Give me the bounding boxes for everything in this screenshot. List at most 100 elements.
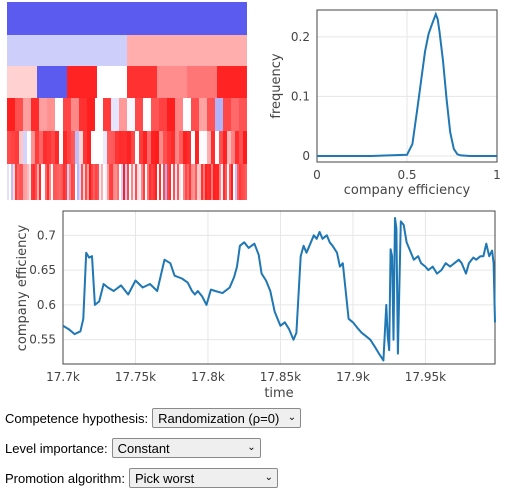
- heatmap-cell: [207, 164, 210, 200]
- competence-hypothesis-select[interactable]: Randomization (ρ=0) ⌄: [152, 408, 302, 428]
- frequency-y-axis-label: frequency: [269, 53, 284, 119]
- heatmap-cell: [203, 164, 206, 200]
- heatmap-cell: [143, 98, 152, 131]
- heatmap-cell: [55, 164, 58, 200]
- heatmap-cell: [67, 164, 70, 200]
- heatmap-cell: [151, 98, 160, 131]
- heatmap-cell: [171, 164, 174, 200]
- heatmap-cell: [75, 164, 78, 200]
- heatmap-cell: [121, 164, 124, 200]
- heatmap-cell: [35, 164, 38, 200]
- heatmap-cell: [43, 164, 46, 200]
- heatmap-cell: [85, 164, 88, 200]
- heatmap-cell: [23, 164, 26, 200]
- heatmap-cell: [27, 131, 32, 164]
- heatmap-cell: [39, 131, 44, 164]
- heatmap-cell: [63, 98, 72, 131]
- heatmap-cell: [89, 164, 92, 200]
- heatmap-cell: [23, 131, 28, 164]
- heatmap-cell: [99, 164, 102, 200]
- heatmap-cell: [103, 98, 112, 131]
- heatmap-cell: [183, 131, 188, 164]
- heatmap-cell: [143, 131, 148, 164]
- time-gridlines: [62, 211, 495, 364]
- heatmap-cell: [107, 131, 112, 164]
- heatmap-cell: [87, 98, 96, 131]
- heatmap-cell: [81, 164, 84, 200]
- heatmap-cell: [51, 164, 54, 200]
- frequency-gridlines: [316, 10, 498, 162]
- heatmap-cell: [107, 164, 110, 200]
- heatmap-cell: [227, 131, 232, 164]
- controls-panel: Competence hypothesis: Randomization (ρ=…: [5, 408, 505, 498]
- level-importance-select[interactable]: Constant ⌄: [111, 438, 261, 458]
- heatmap-cell: [159, 164, 162, 200]
- heatmap-cell: [83, 131, 88, 164]
- time-y-axis-label: company efficiency: [15, 224, 30, 351]
- heatmap-cell: [127, 98, 136, 131]
- heatmap-cell: [111, 98, 120, 131]
- promotion-algorithm-select[interactable]: Pick worst ⌄: [128, 468, 278, 488]
- heatmap-cell: [135, 164, 138, 200]
- heatmap-cell: [15, 98, 24, 131]
- time-x-tick-label: 17.85k: [260, 370, 301, 384]
- heatmap-cell: [9, 164, 12, 200]
- heatmap-cell: [111, 164, 114, 200]
- heatmap-cell: [179, 164, 182, 200]
- heatmap-cell: [203, 131, 208, 164]
- time-plot-frame: [62, 210, 496, 365]
- heatmap-cell: [59, 164, 62, 200]
- heatmap-cell: [191, 131, 196, 164]
- promotion-label: Promotion algorithm:: [5, 470, 125, 486]
- heatmap-cell: [45, 164, 48, 200]
- promotion-value: Pick worst: [134, 470, 195, 486]
- heatmap-cell: [51, 131, 56, 164]
- heatmap-cell: [157, 66, 188, 98]
- heatmap-cell: [47, 98, 56, 131]
- heatmap-cell: [181, 164, 184, 200]
- efficiency-time-chart: 17.7k 17.75k 17.8k 17.85k 17.9k 17.95k 0.55 0.6…: [15, 210, 496, 400]
- heatmap-cell: [151, 164, 154, 200]
- heatmap-cell: [31, 131, 36, 164]
- heatmap-cell: [7, 98, 16, 131]
- heatmap-cell: [129, 164, 132, 200]
- heatmap-cell: [47, 131, 52, 164]
- heatmap-cell: [97, 164, 100, 200]
- frequency-x-axis-label: company efficiency: [344, 183, 471, 198]
- time-x-tick-label: 17.9k: [336, 370, 370, 384]
- heatmap-cell: [199, 131, 204, 164]
- heatmap-cell: [235, 131, 240, 164]
- heatmap-cell: [161, 164, 164, 200]
- heatmap-cell: [127, 35, 247, 66]
- heatmap-cell: [165, 164, 168, 200]
- heatmap-cell: [217, 66, 247, 98]
- heatmap-cell: [137, 164, 140, 200]
- heatmap-cell: [167, 98, 176, 131]
- frequency-plot-frame: [316, 9, 498, 163]
- heatmap-cell: [111, 131, 116, 164]
- heatmap-cell: [67, 131, 72, 164]
- heatmap-cell: [149, 164, 152, 200]
- time-x-tick-label: 17.8k: [191, 370, 225, 384]
- heatmap-cell: [175, 164, 178, 200]
- heatmap-cell: [135, 98, 144, 131]
- heatmap-cell: [173, 164, 176, 200]
- frequency-y-tick-label: 0.1: [291, 89, 310, 103]
- heatmap-cell: [55, 98, 64, 131]
- time-y-tick-label: 0.7: [37, 228, 56, 242]
- heatmap-cell: [75, 131, 80, 164]
- heatmap-cell: [187, 164, 190, 200]
- frequency-x-tick-label: 0: [313, 168, 321, 182]
- heatmap-cell: [7, 2, 247, 35]
- heatmap-cell: [135, 131, 140, 164]
- heatmap-cell: [211, 131, 216, 164]
- chevron-down-icon: ⌄: [287, 412, 297, 423]
- level-label: Level importance:: [5, 440, 108, 456]
- heatmap-cell: [103, 131, 108, 164]
- heatmap-cell: [195, 131, 200, 164]
- heatmap-cell: [13, 164, 16, 200]
- heatmap-cell: [101, 164, 104, 200]
- heatmap-cell: [231, 131, 236, 164]
- heatmap-cell: [37, 66, 68, 98]
- competence-row: Competence hypothesis: Randomization (ρ=…: [5, 408, 505, 428]
